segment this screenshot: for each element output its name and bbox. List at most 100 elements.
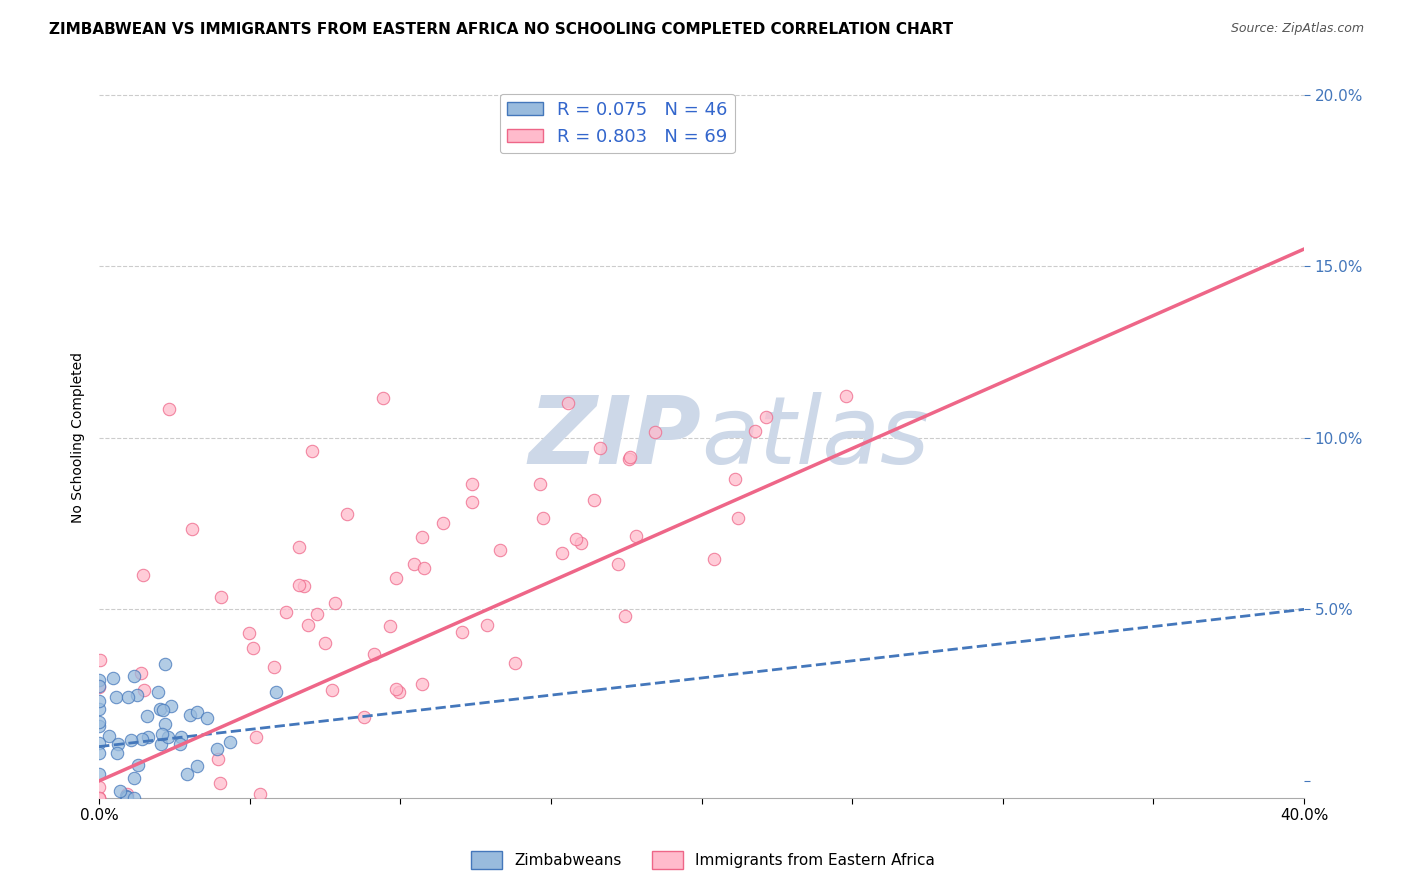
Point bbox=[176, 767, 198, 781]
Point bbox=[626, 529, 648, 543]
Point bbox=[644, 425, 666, 439]
Y-axis label: No Schooling Completed: No Schooling Completed bbox=[72, 352, 86, 524]
Point bbox=[323, 596, 346, 610]
Point bbox=[413, 560, 436, 574]
Point bbox=[149, 702, 172, 716]
Point bbox=[411, 530, 433, 544]
Point bbox=[89, 780, 111, 794]
Point bbox=[89, 694, 111, 708]
Point bbox=[297, 618, 319, 632]
Legend: Zimbabweans, Immigrants from Eastern Africa: Zimbabweans, Immigrants from Eastern Afr… bbox=[465, 845, 941, 875]
Point bbox=[97, 729, 120, 743]
Point bbox=[89, 746, 111, 760]
Point bbox=[89, 680, 111, 694]
Point bbox=[274, 605, 297, 619]
Point bbox=[617, 451, 640, 466]
Point bbox=[153, 657, 176, 671]
Point bbox=[186, 759, 208, 773]
Point bbox=[107, 737, 129, 751]
Point bbox=[385, 681, 408, 696]
Point bbox=[263, 660, 285, 674]
Point bbox=[89, 719, 111, 733]
Point bbox=[208, 775, 231, 789]
Point bbox=[503, 657, 526, 671]
Point bbox=[249, 787, 271, 801]
Point bbox=[89, 791, 111, 805]
Point bbox=[755, 410, 778, 425]
Point bbox=[475, 617, 498, 632]
Point bbox=[120, 733, 142, 747]
Point bbox=[89, 714, 111, 729]
Point bbox=[115, 787, 138, 801]
Point bbox=[388, 685, 411, 699]
Point bbox=[432, 516, 454, 531]
Point bbox=[209, 591, 232, 605]
Point bbox=[114, 789, 136, 803]
Point bbox=[531, 510, 554, 524]
Point bbox=[569, 536, 592, 550]
Point bbox=[245, 730, 267, 744]
Point bbox=[529, 476, 551, 491]
Point bbox=[288, 541, 311, 555]
Point bbox=[122, 772, 145, 786]
Point bbox=[152, 703, 174, 717]
Point bbox=[264, 684, 287, 698]
Point bbox=[122, 790, 145, 805]
Point bbox=[89, 702, 111, 716]
Point bbox=[724, 472, 747, 486]
Legend: R = 0.075   N = 46, R = 0.803   N = 69: R = 0.075 N = 46, R = 0.803 N = 69 bbox=[499, 94, 735, 153]
Point bbox=[89, 673, 111, 687]
Point bbox=[727, 511, 749, 525]
Point bbox=[89, 791, 111, 805]
Point bbox=[150, 737, 173, 751]
Point bbox=[169, 737, 191, 751]
Point bbox=[565, 532, 588, 546]
Point bbox=[589, 441, 612, 455]
Point bbox=[336, 507, 359, 521]
Point bbox=[157, 730, 180, 744]
Point bbox=[292, 579, 315, 593]
Point bbox=[131, 567, 153, 582]
Point bbox=[131, 732, 153, 747]
Point bbox=[129, 665, 152, 680]
Point bbox=[157, 402, 180, 417]
Point bbox=[150, 727, 173, 741]
Point bbox=[218, 735, 240, 749]
Point bbox=[301, 444, 323, 458]
Point bbox=[89, 679, 111, 693]
Point bbox=[104, 690, 127, 705]
Point bbox=[117, 690, 139, 704]
Point bbox=[134, 682, 156, 697]
Point bbox=[550, 546, 572, 560]
Point bbox=[557, 396, 579, 410]
Point bbox=[101, 671, 124, 685]
Point bbox=[373, 391, 395, 405]
Point bbox=[205, 741, 228, 756]
Point bbox=[153, 716, 176, 731]
Text: atlas: atlas bbox=[702, 392, 929, 483]
Point bbox=[288, 578, 311, 592]
Point bbox=[363, 647, 385, 661]
Point bbox=[89, 653, 111, 667]
Point bbox=[744, 424, 766, 438]
Point bbox=[305, 607, 328, 622]
Point bbox=[160, 699, 183, 714]
Point bbox=[607, 558, 630, 572]
Point bbox=[148, 684, 170, 698]
Point bbox=[138, 730, 160, 744]
Point bbox=[127, 688, 149, 702]
Point bbox=[124, 669, 146, 683]
Point bbox=[314, 636, 336, 650]
Point bbox=[108, 784, 131, 798]
Point bbox=[582, 493, 605, 508]
Text: ZIP: ZIP bbox=[529, 392, 702, 483]
Point bbox=[195, 711, 218, 725]
Point bbox=[461, 476, 484, 491]
Point bbox=[238, 625, 260, 640]
Point bbox=[89, 735, 111, 749]
Point bbox=[384, 571, 406, 585]
Point bbox=[207, 752, 229, 766]
Point bbox=[89, 767, 111, 781]
Point bbox=[242, 640, 264, 655]
Point bbox=[353, 709, 375, 723]
